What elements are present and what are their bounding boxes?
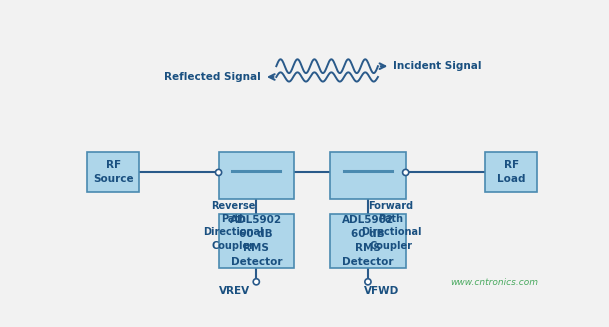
Text: VREV: VREV bbox=[219, 286, 250, 296]
Text: RF
Load: RF Load bbox=[497, 161, 526, 184]
Text: ADL5902
60 dB
RMS
Detector: ADL5902 60 dB RMS Detector bbox=[342, 215, 394, 267]
Text: Reverse
Path
Directional
Coupler: Reverse Path Directional Coupler bbox=[203, 201, 264, 250]
Text: Reflected Signal: Reflected Signal bbox=[164, 72, 261, 82]
Bar bbox=[485, 152, 537, 193]
Circle shape bbox=[216, 169, 222, 176]
Bar bbox=[219, 152, 294, 198]
Bar bbox=[87, 152, 139, 193]
Text: VFWD: VFWD bbox=[364, 286, 400, 296]
Circle shape bbox=[365, 279, 371, 285]
Bar bbox=[330, 152, 406, 198]
Circle shape bbox=[403, 169, 409, 176]
Text: Forward
Path
Directional
Coupler: Forward Path Directional Coupler bbox=[361, 201, 421, 250]
Text: RF
Source: RF Source bbox=[93, 161, 133, 184]
Text: www.cntronics.com: www.cntronics.com bbox=[450, 278, 538, 287]
Circle shape bbox=[253, 279, 259, 285]
Bar bbox=[330, 214, 406, 268]
Text: Incident Signal: Incident Signal bbox=[393, 61, 482, 71]
Bar bbox=[219, 214, 294, 268]
Text: ADL5902
60 dB
RMS
Detector: ADL5902 60 dB RMS Detector bbox=[230, 215, 283, 267]
